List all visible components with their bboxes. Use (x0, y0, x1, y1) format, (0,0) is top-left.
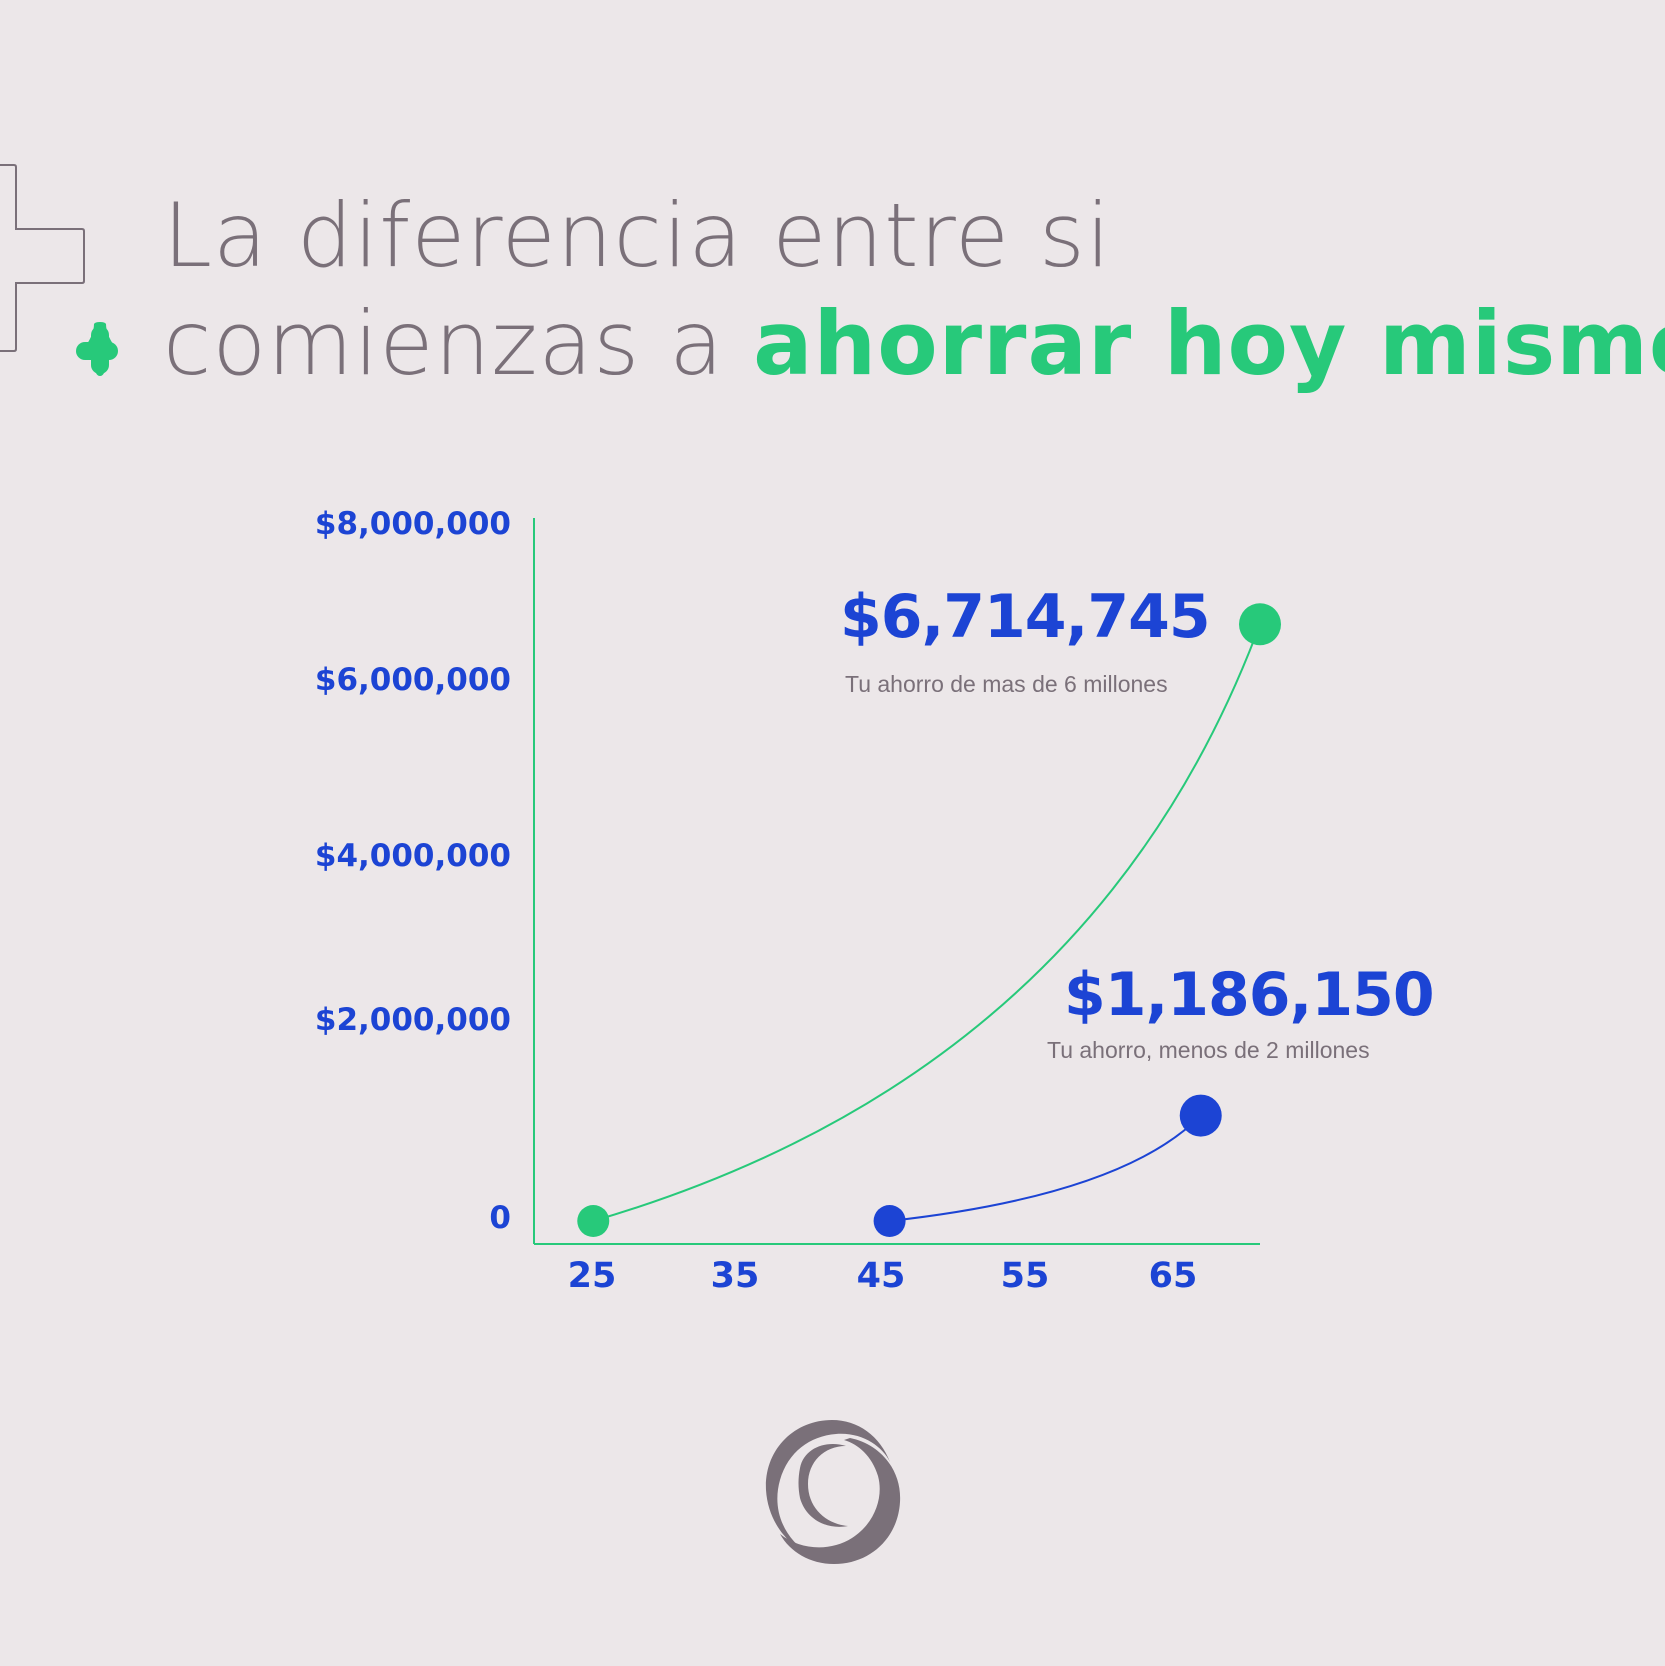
x-tick-label-25: 25 (567, 1256, 617, 1296)
series-end-point-0 (1239, 603, 1281, 646)
y-tick-label-8m: $8,000,000 (314, 506, 511, 542)
plus-outline-icon (0, 164, 118, 376)
series-line-1 (889, 1114, 1202, 1222)
x-tick-label-45: 45 (856, 1256, 906, 1296)
series-start-point-1 (873, 1205, 906, 1237)
y-tick-label-4m: $4,000,000 (314, 838, 511, 874)
circle-swirl-logo-icon (765, 1420, 901, 1564)
y-tick-label-0: 0 (489, 1200, 511, 1236)
page-title: La diferencia entre si comienzas a ahorr… (163, 182, 1665, 398)
green-series-caption: Tu ahorro de mas de 6 millones (845, 671, 1168, 697)
title-line-1: La diferencia entre si (163, 184, 1112, 287)
series-end-point-1 (1179, 1094, 1222, 1137)
y-tick-label-6m: $6,000,000 (314, 662, 511, 698)
blue-series-caption: Tu ahorro, menos de 2 millones (1047, 1037, 1370, 1063)
title-line-2: comienzas a ahorrar hoy mismo (163, 290, 1665, 398)
x-tick-label-35: 35 (710, 1256, 760, 1296)
x-tick-label-65: 65 (1148, 1256, 1198, 1296)
title-highlight: ahorrar hoy mismo (753, 292, 1665, 395)
y-tick-label-2m: $2,000,000 (314, 1002, 511, 1038)
title-line-2-prefix: comienzas a (163, 292, 754, 395)
x-tick-label-55: 55 (1000, 1256, 1050, 1296)
series-line-0 (592, 623, 1261, 1222)
series-start-point-0 (577, 1205, 610, 1237)
blue-series-value-label: $1,186,150 (1064, 960, 1435, 1030)
green-series-value-label: $6,714,745 (840, 582, 1211, 652)
